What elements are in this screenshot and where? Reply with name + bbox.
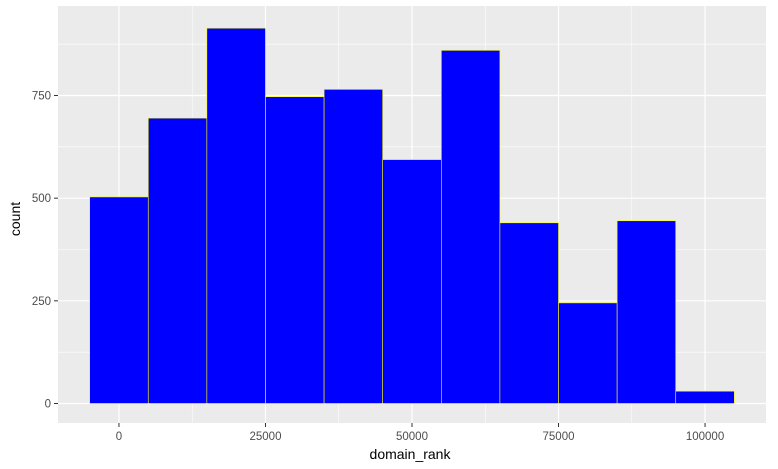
x-tick-label: 50000: [396, 431, 428, 443]
histogram-bars: [89, 27, 735, 404]
histogram-bar: [675, 390, 735, 404]
y-tick-label: 500: [32, 193, 51, 205]
histogram-bar: [499, 222, 559, 404]
y-axis-ticks: 0 250 500 750: [32, 91, 58, 411]
histogram-bar: [89, 196, 149, 404]
histogram-bar: [382, 159, 442, 404]
x-axis-label: domain_rank: [370, 446, 452, 462]
y-axis-label: count: [7, 202, 23, 236]
histogram-bar: [558, 302, 618, 404]
histogram-bar: [206, 27, 266, 404]
histogram-bar: [147, 117, 208, 404]
y-tick-label: 0: [45, 399, 51, 411]
y-tick-label: 750: [32, 91, 51, 103]
histogram-bar: [323, 89, 383, 404]
x-axis-ticks: 0 25000 50000 75000 100000: [116, 423, 724, 443]
x-tick-label: 75000: [543, 431, 575, 443]
histogram-bar: [441, 50, 501, 404]
histogram-bar: [265, 96, 325, 404]
x-tick-label: 100000: [686, 431, 724, 443]
x-tick-label: 0: [116, 431, 122, 443]
x-tick-label: 25000: [249, 431, 281, 443]
y-tick-label: 250: [32, 296, 51, 308]
histogram-bar: [616, 220, 677, 404]
